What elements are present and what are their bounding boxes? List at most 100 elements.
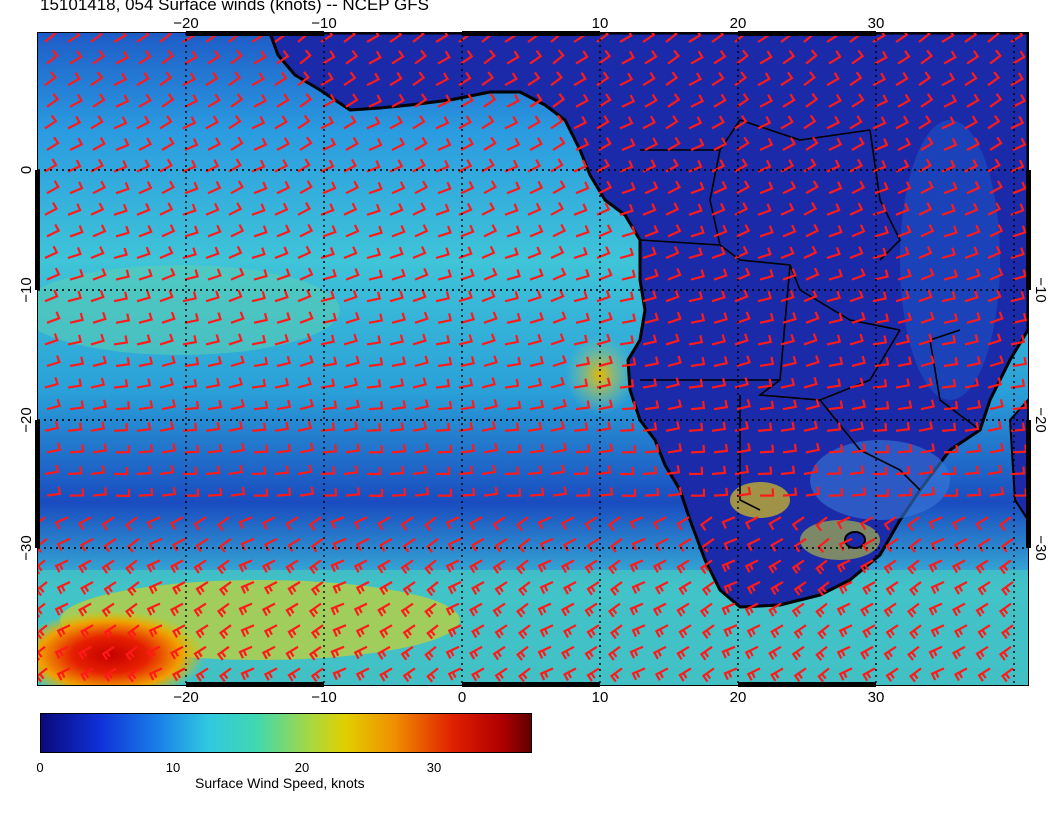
- wind-barb: [437, 181, 452, 195]
- wind-barb: [253, 137, 268, 152]
- wind-barb: [964, 378, 980, 389]
- wind-barb: [918, 158, 932, 173]
- wind-barb: [667, 224, 682, 238]
- wind-barb: [652, 602, 667, 617]
- graticule: [38, 33, 1028, 685]
- wind-barb: [402, 537, 416, 553]
- wind-barb: [642, 378, 658, 389]
- wind-barb: [621, 138, 636, 152]
- wind-barb: [355, 581, 370, 595]
- wind-barb: [759, 94, 774, 108]
- wind-barb: [437, 488, 453, 497]
- wind-barb: [977, 624, 991, 639]
- wind-barb: [619, 72, 634, 87]
- wind-barb: [642, 33, 656, 43]
- wind-barb: [184, 313, 200, 324]
- wind-barb: [895, 378, 911, 389]
- wind-barb: [435, 247, 450, 260]
- wind-barb: [138, 181, 153, 195]
- wind-barb: [759, 488, 775, 497]
- wind-barb: [391, 312, 406, 324]
- wind-barb: [69, 356, 85, 368]
- wind-barb: [481, 202, 496, 216]
- wind-barb: [550, 202, 565, 216]
- wind-barb: [631, 580, 646, 594]
- wind-barb: [159, 71, 173, 87]
- wind-barb: [184, 225, 199, 238]
- wind-barb: [276, 268, 291, 281]
- wind-barb: [966, 137, 981, 151]
- wind-barb: [138, 312, 153, 324]
- wind-barb: [713, 137, 728, 151]
- wind-barb: [182, 159, 197, 173]
- wind-barb: [987, 71, 1001, 87]
- wind-barb: [644, 488, 660, 497]
- wind-barb: [366, 160, 381, 173]
- wind-barb: [483, 93, 497, 108]
- wind-barb: [320, 334, 336, 346]
- wind-barb: [1012, 400, 1028, 411]
- wind-barb: [744, 516, 759, 530]
- wind-barb: [240, 580, 255, 594]
- wind-barb: [412, 333, 427, 346]
- wind-barb: [483, 267, 498, 281]
- wind-barb: [343, 115, 357, 130]
- wind-barb: [343, 290, 358, 303]
- wind-barb: [460, 356, 476, 368]
- wind-barb: [228, 464, 244, 476]
- wind-barb: [975, 645, 989, 661]
- wind-barb: [966, 356, 982, 368]
- wind-barb: [437, 225, 452, 238]
- wind-barb: [504, 334, 520, 346]
- wind-barb: [207, 268, 222, 281]
- wind-barb: [736, 311, 751, 324]
- wind-barb: [803, 202, 818, 216]
- wind-barb: [159, 202, 174, 216]
- wind-barb: [366, 72, 381, 87]
- wind-barb: [146, 645, 161, 659]
- wind-barb: [460, 181, 475, 195]
- wind-barb: [138, 488, 154, 497]
- wind-barb: [320, 72, 334, 87]
- wind-barb: [205, 290, 220, 303]
- wind-barb: [389, 290, 404, 303]
- wind-barb: [127, 624, 140, 640]
- wind-barb: [115, 357, 131, 368]
- colorbar-tick-label: 0: [36, 760, 44, 775]
- wind-barb: [552, 49, 565, 65]
- wind-barb: [1000, 667, 1014, 683]
- wind-barb: [539, 580, 554, 595]
- wind-barb: [44, 333, 59, 346]
- wind-barb: [1012, 94, 1027, 108]
- wind-barb: [412, 289, 427, 303]
- wind-barb: [943, 225, 958, 238]
- wind-barb: [989, 486, 1005, 497]
- wind-barb: [828, 137, 843, 151]
- wind-barb: [665, 246, 680, 260]
- wind-barb: [414, 224, 429, 238]
- wind-barb: [38, 559, 46, 575]
- wind-barb: [619, 33, 633, 43]
- wind-barb: [805, 398, 820, 411]
- wind-barb: [412, 246, 427, 260]
- wind-barb: [678, 624, 692, 639]
- wind-barb: [230, 180, 244, 195]
- wind-barb: [276, 487, 292, 497]
- wind-barb: [529, 399, 545, 411]
- wind-barb: [69, 50, 83, 65]
- wind-barb: [345, 443, 361, 454]
- wind-barb: [115, 94, 130, 108]
- wind-barb: [368, 445, 384, 454]
- wind-barb: [460, 93, 474, 108]
- wind-barb: [586, 537, 600, 553]
- wind-barb: [883, 559, 897, 574]
- wind-barb: [529, 355, 544, 368]
- wind-barb: [575, 268, 590, 281]
- wind-barb: [78, 559, 92, 574]
- wind-barb: [368, 181, 383, 195]
- wind-barb: [230, 224, 245, 238]
- wind-barb: [895, 246, 910, 260]
- wind-barb: [276, 399, 292, 411]
- frame-ticks: [35, 31, 1031, 687]
- wind-barb: [951, 559, 966, 574]
